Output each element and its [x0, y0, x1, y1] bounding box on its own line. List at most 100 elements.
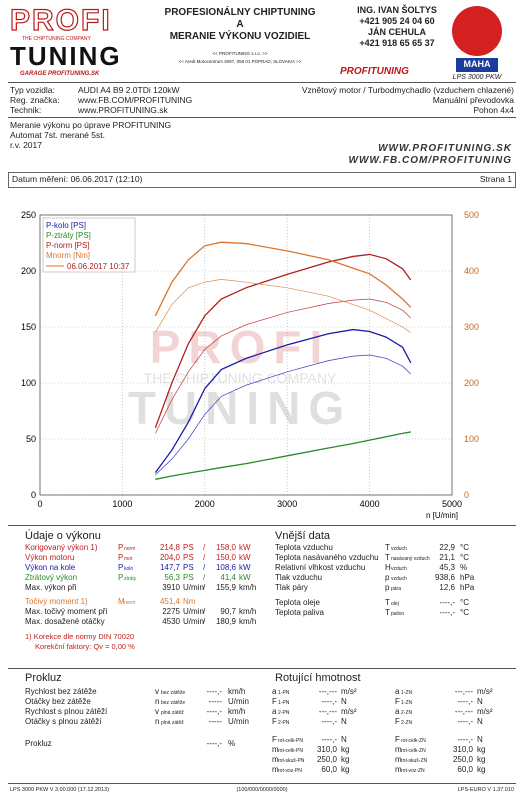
external-label: Teplota paliva	[275, 608, 324, 617]
external-label: Relativní vlhkost vzduchu	[275, 563, 366, 572]
header-company: << PROFITUNING s.r.o. >>	[212, 51, 268, 56]
slip-label: Otáčky bez zátěže	[25, 697, 91, 706]
vehicle-spec: Vznětový motor / Turbodmychadlo (vzduche…	[301, 85, 514, 95]
y2-tick-label: 400	[464, 266, 479, 276]
performance-label: Max. točivý moment při	[25, 607, 108, 616]
rotating-subscript: 2-PN	[278, 710, 290, 716]
note: Meranie výkonu po úprave PROFITUNING	[10, 120, 172, 130]
external-unit: °C	[460, 543, 469, 552]
performance-value: 158,0	[215, 543, 236, 552]
separator: /	[203, 543, 206, 552]
performance-unit: kW	[239, 553, 251, 562]
performance-unit: km/h	[239, 617, 257, 626]
performance-unit: PS	[183, 553, 194, 562]
y-tick-label: 100	[21, 378, 36, 388]
performance-unit: PS	[183, 563, 194, 572]
rotating-unit: N	[341, 735, 347, 744]
series-line	[154, 241, 412, 317]
rotating-subscript: 2-PN	[278, 720, 290, 726]
external-symbol: p	[385, 583, 390, 592]
rotating-unit: kg	[341, 745, 350, 754]
rotating-symbol: a	[395, 687, 400, 696]
date-box	[8, 172, 516, 188]
external-unit: °C	[460, 608, 469, 617]
external-symbol: H	[385, 563, 391, 572]
rotating-unit: kg	[477, 765, 486, 774]
separator: /	[203, 583, 206, 592]
legend-entry: Mnorm [Nm]	[46, 251, 90, 260]
external-label: Tlak vzduchu	[275, 573, 323, 582]
header-model: LPS 3000 PKW	[452, 74, 502, 81]
series-line	[155, 431, 411, 480]
external-unit: %	[460, 563, 468, 572]
x-tick-label: 1000	[112, 499, 132, 509]
logo-tuning: TUNING	[10, 41, 122, 71]
rotating-subscript: rot-celk-ZN	[401, 738, 426, 744]
rotating-unit: N	[341, 697, 347, 706]
rotating-value: 60,0	[321, 765, 337, 774]
performance-unit: U/min	[183, 583, 204, 592]
performance-label: Ztrátový výkon	[25, 573, 78, 582]
vehicle-value: AUDI A4 B9 2.0TDi 120kW	[78, 85, 180, 95]
x-tick-label: 5000	[442, 499, 462, 509]
external-subscript: palivo	[391, 611, 405, 617]
vehicle-value: www.FB.COM/PROFITUNING	[78, 95, 193, 105]
legend-box	[42, 217, 136, 273]
performance-value: 90,7	[220, 607, 236, 616]
divider	[8, 117, 516, 118]
contact-line: ING. IVAN ŠOLTYS	[357, 5, 437, 15]
y-tick-label: 200	[21, 266, 36, 276]
rotating-subscript: rot-celk-PN	[278, 738, 304, 744]
performance-symbol: P	[118, 563, 124, 572]
performance-symbol: M	[118, 597, 125, 606]
rotating-symbol: m	[272, 755, 279, 764]
watermark: PROFI	[150, 321, 331, 373]
y-tick-label: 50	[26, 434, 36, 444]
rotating-value: ---,---	[454, 687, 473, 696]
separator: /	[203, 553, 206, 562]
badge-seal	[452, 6, 502, 56]
series-line	[154, 328, 412, 473]
section-title: Vnější data	[275, 530, 331, 542]
external-subscript: vzduch	[391, 566, 407, 572]
performance-unit: Nm	[183, 597, 196, 606]
slip-symbol: v	[155, 707, 159, 716]
header-address: << Areál Motocentrum 3097, 058 01 POPRAD…	[178, 59, 302, 64]
performance-subscript: kolo	[124, 566, 134, 572]
performance-unit: kW	[239, 543, 251, 552]
rotating-subscript: 1-ZN	[401, 690, 413, 696]
rotating-value: ----,-	[457, 735, 473, 744]
performance-value: 214,8	[159, 543, 180, 552]
slip-subscript: bez zátěže	[161, 700, 186, 706]
y-tick-label: 150	[21, 322, 36, 332]
series-line	[155, 354, 412, 476]
y2-tick-label: 500	[464, 210, 479, 220]
badge-box	[456, 58, 498, 72]
external-label: Tlak páry	[275, 583, 308, 592]
rotating-symbol: a	[395, 707, 400, 716]
rotating-subscript: 2-ZN	[401, 720, 413, 726]
rotating-subscript: rot-voz-PN	[278, 768, 302, 774]
rotating-unit: m/s²	[341, 707, 357, 716]
performance-label: Korigovaný výkon 1)	[25, 543, 98, 552]
performance-label: Max. výkon při	[25, 583, 77, 592]
performance-value: 147,7	[159, 563, 180, 572]
slip-label: Prokluz	[25, 739, 52, 748]
rotating-symbol: F	[272, 717, 277, 726]
separator: /	[203, 617, 206, 626]
contact-line: +421 918 65 65 37	[359, 38, 435, 48]
external-subscript: olej	[391, 601, 399, 607]
rotating-subscript: 2-ZN	[401, 710, 413, 716]
section-title: Rotující hmotnost	[275, 672, 361, 684]
performance-unit: km/h	[239, 607, 257, 616]
rotating-unit: m/s²	[341, 687, 357, 696]
rotating-subscript: rot-skuš-PN	[278, 758, 305, 764]
external-symbol: T	[385, 598, 390, 607]
slip-unit: U/min	[228, 697, 249, 706]
measurement-date: Datum měření: 06.06.2017 (12:10)	[12, 174, 143, 184]
rotating-value: 310,0	[316, 745, 337, 754]
plot-frame	[39, 214, 453, 496]
legend-entry: P-kolo [PS]	[46, 221, 86, 230]
vehicle-label: Reg. značka:	[10, 95, 60, 105]
